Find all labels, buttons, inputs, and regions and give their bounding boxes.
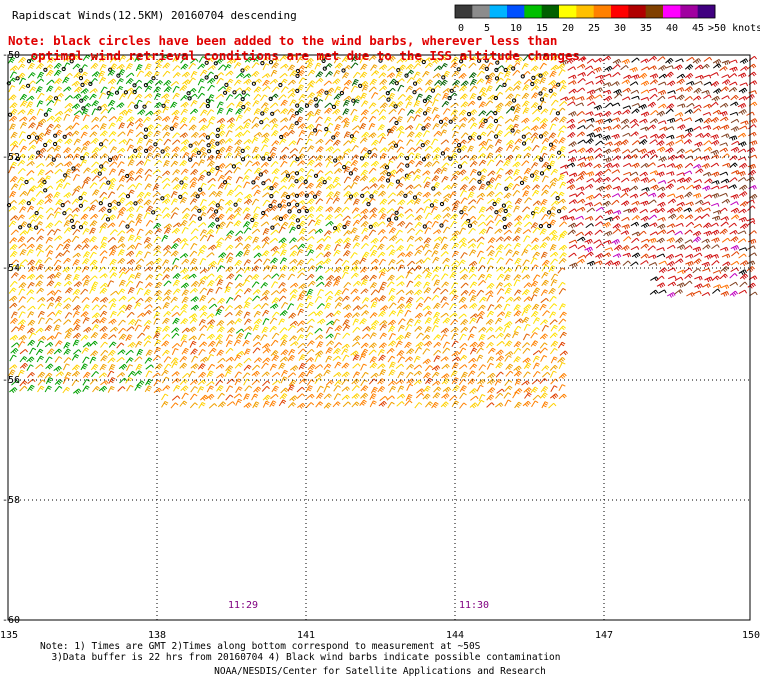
colorbar-label: 45	[692, 23, 704, 34]
map-frame	[7, 54, 751, 621]
colorbar-label: 25	[588, 23, 600, 34]
footnote-line-2: 3)Data buffer is 22 hrs from 20160704 4)…	[51, 652, 561, 663]
note-line-2: optimal wind retrieval conditions are me…	[30, 48, 588, 63]
footnote-line-1: Note: 1) Times are GMT 2)Times along bot…	[40, 641, 481, 652]
wind-barb-field	[6, 54, 758, 409]
pass-time-label: 11:30	[459, 600, 489, 611]
pass-time-label: 11:29	[228, 600, 258, 611]
colorbar-labels: 0 5 10 15 20 25 30 35 40 45 >50 knots	[458, 23, 760, 34]
time-labels: 11:29 11:30	[228, 600, 489, 611]
colorbar-swatch	[541, 5, 560, 18]
colorbar-swatch	[611, 5, 629, 18]
colorbar-swatch	[628, 5, 647, 18]
latitude-label: -54	[2, 263, 20, 274]
latitude-label: -50	[2, 50, 20, 61]
colorbar-swatch	[472, 5, 491, 18]
colorbar-swatch	[524, 5, 543, 18]
colorbar-swatch	[559, 5, 577, 18]
colorbar-swatch	[697, 5, 716, 18]
footnotes: Note: 1) Times are GMT 2)Times along bot…	[40, 641, 561, 663]
colorbar-label: 30	[614, 23, 626, 34]
longitude-label: 144	[446, 630, 464, 641]
colorbar-label: 10	[510, 23, 522, 34]
credit-line: NOAA/NESDIS/Center for Satellite Applica…	[214, 666, 546, 677]
colorbar-swatch	[645, 5, 664, 18]
colorbar-label: 35	[640, 23, 652, 34]
colorbar-label: 15	[536, 23, 548, 34]
wind-speed-colorbar	[454, 4, 716, 19]
contamination-note: Note: black circles have been added to t…	[8, 33, 587, 63]
colorbar-label: 40	[666, 23, 678, 34]
colorbar-swatch	[489, 5, 508, 18]
latitude-label: -52	[2, 152, 20, 163]
colorbar-swatch	[663, 5, 681, 18]
colorbar-swatch	[507, 5, 525, 18]
latitude-label: -58	[2, 495, 20, 506]
colorbar-label: 20	[562, 23, 574, 34]
colorbar-label: 0	[458, 23, 464, 34]
longitude-label: 135	[0, 630, 18, 641]
latitude-labels: -50 -52 -54 -56 -58 -60	[2, 50, 20, 626]
colorbar-label: 5	[484, 23, 490, 34]
latitude-label: -60	[2, 615, 20, 626]
lat-lon-grid	[8, 55, 750, 620]
colorbar-swatch	[455, 5, 473, 18]
note-line-1: Note: black circles have been added to t…	[8, 33, 558, 48]
longitude-label: 141	[297, 630, 315, 641]
longitude-labels: 135 138 141 144 147 150	[0, 630, 760, 641]
longitude-label: 138	[148, 630, 166, 641]
colorbar-label: >50 knots	[708, 23, 760, 34]
longitude-label: 147	[595, 630, 613, 641]
colorbar-swatch	[593, 5, 612, 18]
colorbar-swatch	[576, 5, 595, 18]
longitude-label: 150	[742, 630, 760, 641]
colorbar-swatch	[680, 5, 699, 18]
latitude-label: -56	[2, 375, 20, 386]
map-title: Rapidscat Winds(12.5KM) 20160704 descend…	[12, 9, 297, 22]
